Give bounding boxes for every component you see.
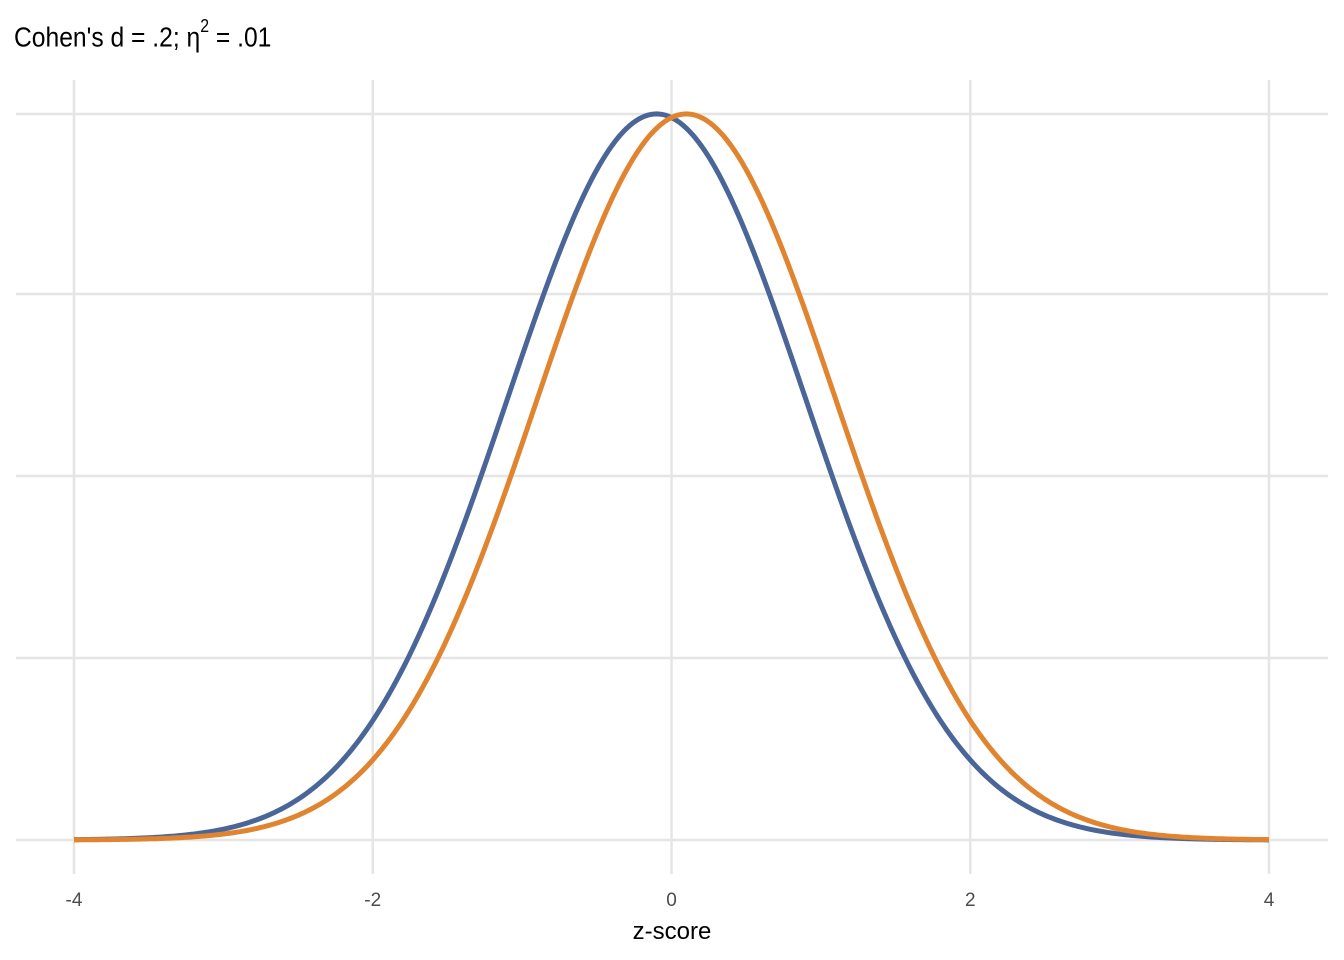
chart-title-exponent: 2 — [200, 16, 210, 36]
grid-layer — [16, 80, 1328, 874]
x-tick-label: -2 — [364, 890, 381, 911]
x-tick-label: 2 — [965, 890, 976, 911]
series-layer — [73, 111, 1270, 843]
tick-label-layer: -4 -2 0 2 4 — [66, 890, 1275, 911]
chart-title-prefix: Cohen's d = .2; — [14, 21, 187, 53]
density-line-2 — [73, 111, 1270, 843]
chart-title-suffix: = .01 — [209, 21, 272, 53]
chart-title: Cohen's d = .2; η2 = .01 — [14, 16, 272, 53]
chart-title-eta: η — [186, 21, 201, 53]
x-tick-label: 4 — [1264, 890, 1275, 911]
x-axis-label: z-score — [633, 918, 712, 945]
x-tick-label: -4 — [66, 890, 83, 911]
x-tick-label: 0 — [666, 890, 677, 911]
